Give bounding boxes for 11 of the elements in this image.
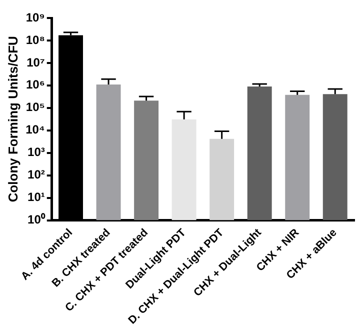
y-tick-label: 10⁸ (26, 32, 45, 47)
y-tick-label: 10² (28, 168, 45, 182)
y-tick-label: 10⁷ (26, 55, 45, 70)
y-tick-label: 10⁵ (26, 100, 45, 114)
y-tick-label: 10⁹ (26, 10, 45, 24)
y-tick-label: 10⁴ (26, 122, 45, 137)
y-axis-title: Colony Forming Units/CFU (5, 36, 20, 202)
y-tick-label: 10³ (28, 145, 45, 160)
y-tick-label: 10¹ (28, 190, 45, 204)
y-tick-label: 10⁶ (26, 78, 45, 92)
y-tick-label: 10⁰ (28, 212, 46, 227)
